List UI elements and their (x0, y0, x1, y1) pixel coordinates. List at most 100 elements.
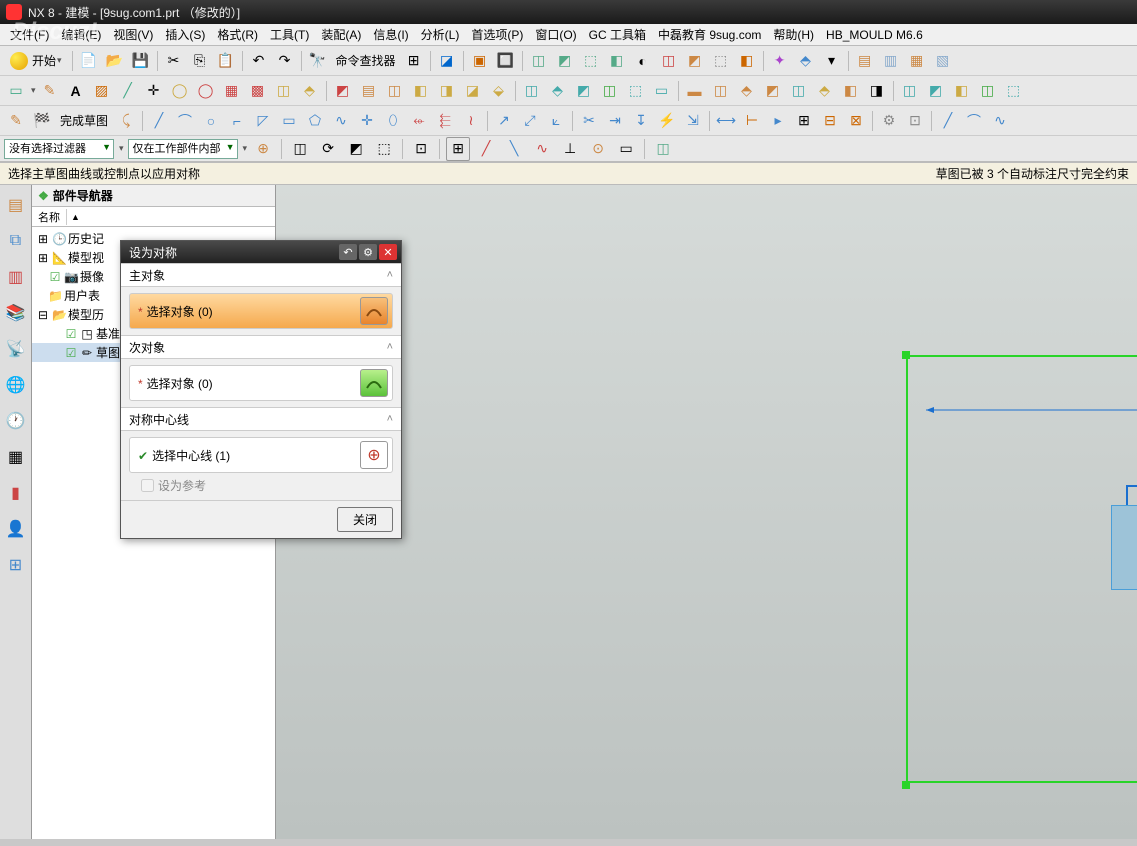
dock-11-icon[interactable]: ⊞ (4, 553, 28, 577)
primary-select-action-icon[interactable] (360, 297, 388, 325)
undo-icon[interactable]: ↶ (247, 49, 271, 73)
tool-a-icon[interactable]: ✦ (768, 49, 792, 73)
rect-icon[interactable]: ▭ (4, 79, 28, 103)
gold-5-icon[interactable]: ◪ (461, 79, 485, 103)
gold-3-icon[interactable]: ◧ (409, 79, 433, 103)
sk-gear-icon[interactable]: ⚙ (877, 109, 901, 133)
secondary-select-row[interactable]: *选择对象 (0) (129, 365, 393, 401)
tool-b-icon[interactable]: ⬘ (794, 49, 818, 73)
binoculars-icon[interactable]: 🔭 (306, 49, 330, 73)
sk-1-icon[interactable]: ⤹ (114, 109, 138, 133)
cube-1-icon[interactable]: ◫ (527, 49, 551, 73)
sk-4-icon[interactable]: ⟀ (544, 109, 568, 133)
teal-2-icon[interactable]: ⬘ (546, 79, 570, 103)
dialog-gear-icon[interactable]: ⚙ (359, 244, 377, 260)
cube-3-icon[interactable]: ⬚ (579, 49, 603, 73)
section-primary-header[interactable]: 主对象˄ (121, 263, 401, 287)
sk-2-icon[interactable]: ↗ (492, 109, 516, 133)
sk-7-icon[interactable]: ⊞ (792, 109, 816, 133)
sk-bolt-icon[interactable]: ⚡ (655, 109, 679, 133)
sk-dim3-icon[interactable]: ▸ (766, 109, 790, 133)
f-4-icon[interactable]: ◩ (344, 137, 368, 161)
dock-6-icon[interactable]: 🌐 (4, 373, 28, 397)
gold-4-icon[interactable]: ◨ (435, 79, 459, 103)
f-3-icon[interactable]: ⟳ (316, 137, 340, 161)
dock-8-icon[interactable]: ▦ (4, 445, 28, 469)
save-icon[interactable]: 💾 (129, 49, 153, 73)
menu-analysis[interactable]: 分析(L) (415, 24, 466, 45)
menu-prefs[interactable]: 首选项(P) (465, 24, 529, 45)
dock-9-icon[interactable]: ▮ (4, 481, 28, 505)
dialog-close-icon[interactable]: ✕ (379, 244, 397, 260)
sk-3-icon[interactable]: ⤢ (518, 109, 542, 133)
cube-8-icon[interactable]: ◧ (735, 49, 759, 73)
menu-assembly[interactable]: 装配(A) (315, 24, 367, 45)
pattern-icon[interactable]: ▦ (220, 79, 244, 103)
menu-file[interactable]: 文件(F) (4, 24, 55, 45)
menu-tools[interactable]: 工具(T) (264, 24, 315, 45)
sketch-icon[interactable]: ✎ (38, 79, 62, 103)
sk-10-icon[interactable]: ⊡ (903, 109, 927, 133)
or-5-icon[interactable]: ◧ (839, 79, 863, 103)
plus-icon[interactable]: ✛ (142, 79, 166, 103)
sk-6-icon[interactable]: ⇲ (681, 109, 705, 133)
finish-flag-icon[interactable]: 🏁 (30, 109, 54, 133)
f-2-icon[interactable]: ◫ (288, 137, 312, 161)
teal-5-icon[interactable]: ◫ (787, 79, 811, 103)
view-1-icon[interactable]: ◪ (435, 49, 459, 73)
hatch-icon[interactable]: ▨ (90, 79, 114, 103)
menu-format[interactable]: 格式(R) (211, 24, 264, 45)
f-5-icon[interactable]: ⬚ (372, 137, 396, 161)
or-2-icon[interactable]: ◫ (709, 79, 733, 103)
primary-select-row[interactable]: *选择对象 (0) (129, 293, 393, 329)
graphics-canvas[interactable]: 350 140 305 Y X X (276, 185, 1137, 839)
teal-box-icon[interactable]: ▭ (650, 79, 674, 103)
dock-3-icon[interactable]: ▥ (4, 265, 28, 289)
menu-window[interactable]: 窗口(O) (529, 24, 582, 45)
tool-c-icon[interactable]: ▾ (820, 49, 844, 73)
sk-12-icon[interactable]: ⌒ (962, 109, 986, 133)
sk-5-icon[interactable]: ↧ (629, 109, 653, 133)
dock-2-icon[interactable]: ⧉ (4, 229, 28, 253)
layer-3-icon[interactable]: ▦ (905, 49, 929, 73)
dock-4-icon[interactable]: 📚 (4, 301, 28, 325)
zoom-icon[interactable]: 🔲 (494, 49, 518, 73)
teal-4-icon[interactable]: ⬚ (624, 79, 648, 103)
layer-2-icon[interactable]: ▥ (879, 49, 903, 73)
sk-trim-icon[interactable]: ✂ (577, 109, 601, 133)
secondary-select-action-icon[interactable] (360, 369, 388, 397)
sk-poly-icon[interactable]: ⬠ (303, 109, 327, 133)
shade-icon[interactable]: ◐ (631, 49, 655, 73)
stairs-icon[interactable]: ▤ (357, 79, 381, 103)
menu-help[interactable]: 帮助(H) (767, 24, 820, 45)
sk-circle-icon[interactable]: ○ (199, 109, 223, 133)
snap-6-icon[interactable]: ⊙ (586, 137, 610, 161)
filter-select-2[interactable]: 仅在工作部件内部 (128, 139, 238, 159)
sk-point-icon[interactable]: ✛ (355, 109, 379, 133)
menu-info[interactable]: 信息(I) (367, 24, 414, 45)
sk-8-icon[interactable]: ⊟ (818, 109, 842, 133)
iso-icon[interactable]: ◫ (651, 137, 675, 161)
green-plus-icon[interactable]: ◫ (598, 79, 622, 103)
cube-2-icon[interactable]: ◩ (553, 49, 577, 73)
cube-6-icon[interactable]: ◩ (683, 49, 707, 73)
or-1-icon[interactable]: ▬ (683, 79, 707, 103)
centerline-select-row[interactable]: ✔选择中心线 (1) ⊕ (129, 437, 393, 473)
snap-7-icon[interactable]: ▭ (614, 137, 638, 161)
snap-2-icon[interactable]: ╱ (474, 137, 498, 161)
cube-5-icon[interactable]: ◫ (657, 49, 681, 73)
gold-1-icon[interactable]: ◫ (272, 79, 296, 103)
ring-red-icon[interactable]: ◯ (194, 79, 218, 103)
section-centerline-header[interactable]: 对称中心线˄ (121, 407, 401, 431)
sk-ellipse-icon[interactable]: ⬯ (381, 109, 405, 133)
sk-13-icon[interactable]: ∿ (988, 109, 1012, 133)
sk-fillet-icon[interactable]: ⌐ (225, 109, 249, 133)
sk-dim2-icon[interactable]: ⊢ (740, 109, 764, 133)
cube-7-icon[interactable]: ⬚ (709, 49, 733, 73)
layer-1-icon[interactable]: ▤ (853, 49, 877, 73)
sk-ext-icon[interactable]: ⇥ (603, 109, 627, 133)
dialog-undo-icon[interactable]: ↶ (339, 244, 357, 260)
snap-1-icon[interactable]: ⊞ (446, 137, 470, 161)
sk-rect-icon[interactable]: ▭ (277, 109, 301, 133)
copy-icon[interactable]: ⎘ (188, 49, 212, 73)
